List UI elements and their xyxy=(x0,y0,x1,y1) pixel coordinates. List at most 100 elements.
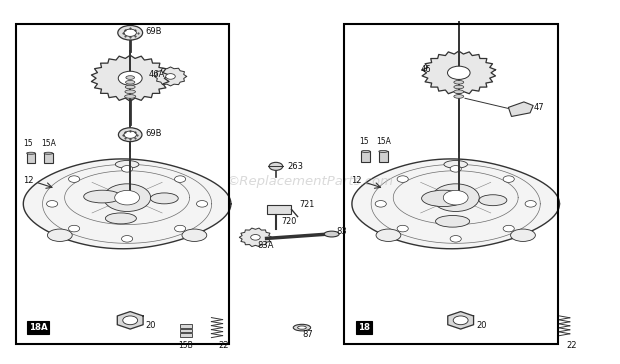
Circle shape xyxy=(250,234,260,240)
Bar xyxy=(180,329,192,332)
Circle shape xyxy=(450,236,461,242)
Circle shape xyxy=(46,201,58,207)
Text: 87: 87 xyxy=(302,330,312,339)
Circle shape xyxy=(124,131,136,138)
Circle shape xyxy=(115,190,140,205)
Text: 47: 47 xyxy=(533,103,544,112)
Ellipse shape xyxy=(454,80,464,84)
Circle shape xyxy=(397,225,409,232)
Text: 15B: 15B xyxy=(179,341,193,350)
Ellipse shape xyxy=(84,190,121,203)
Ellipse shape xyxy=(479,195,507,206)
Circle shape xyxy=(503,176,514,182)
Text: 22: 22 xyxy=(219,341,229,350)
Ellipse shape xyxy=(105,213,136,224)
Circle shape xyxy=(69,176,80,182)
Ellipse shape xyxy=(422,190,465,206)
Ellipse shape xyxy=(361,150,370,153)
Ellipse shape xyxy=(511,229,536,241)
Text: 15: 15 xyxy=(24,139,33,147)
Polygon shape xyxy=(117,312,143,329)
Ellipse shape xyxy=(454,90,464,94)
Circle shape xyxy=(450,166,461,172)
Ellipse shape xyxy=(444,161,467,168)
Circle shape xyxy=(122,166,133,172)
Circle shape xyxy=(69,225,80,232)
Text: 22: 22 xyxy=(566,341,577,350)
Text: 69B: 69B xyxy=(145,129,162,138)
Circle shape xyxy=(166,74,175,79)
Circle shape xyxy=(174,225,185,232)
Circle shape xyxy=(397,176,409,182)
Polygon shape xyxy=(508,102,533,116)
Ellipse shape xyxy=(125,95,136,98)
Ellipse shape xyxy=(151,193,179,204)
Circle shape xyxy=(174,176,185,182)
Text: 720: 720 xyxy=(281,217,297,226)
Text: 20: 20 xyxy=(476,321,487,329)
Bar xyxy=(344,24,558,344)
Ellipse shape xyxy=(298,326,306,329)
Circle shape xyxy=(197,201,208,207)
Bar xyxy=(379,151,388,162)
Circle shape xyxy=(443,190,468,205)
Bar xyxy=(361,151,370,162)
Text: 721: 721 xyxy=(299,200,315,209)
Text: 83: 83 xyxy=(336,228,347,236)
Polygon shape xyxy=(352,159,559,249)
Ellipse shape xyxy=(182,229,207,241)
Ellipse shape xyxy=(126,76,135,79)
Bar xyxy=(16,24,229,344)
Text: 69B: 69B xyxy=(146,27,162,36)
Circle shape xyxy=(118,71,142,85)
Text: 83A: 83A xyxy=(257,241,274,250)
Ellipse shape xyxy=(435,215,470,227)
Circle shape xyxy=(104,184,151,211)
Polygon shape xyxy=(24,159,231,249)
Bar xyxy=(27,153,35,163)
Ellipse shape xyxy=(454,85,464,89)
Ellipse shape xyxy=(293,324,311,331)
Ellipse shape xyxy=(47,229,72,241)
Ellipse shape xyxy=(27,152,35,154)
Circle shape xyxy=(375,201,386,207)
Text: ©ReplacementParts.com: ©ReplacementParts.com xyxy=(226,175,394,189)
Ellipse shape xyxy=(125,80,135,84)
Circle shape xyxy=(269,162,283,170)
Circle shape xyxy=(453,316,468,325)
Text: 12: 12 xyxy=(352,176,362,185)
Circle shape xyxy=(122,236,133,242)
Bar xyxy=(180,324,192,328)
Circle shape xyxy=(118,128,142,142)
Circle shape xyxy=(432,184,479,211)
Text: 12: 12 xyxy=(23,176,33,185)
Text: 46A: 46A xyxy=(149,70,165,79)
Text: 18: 18 xyxy=(358,323,370,332)
Ellipse shape xyxy=(324,231,339,237)
Text: 263: 263 xyxy=(287,162,303,171)
Circle shape xyxy=(123,316,138,325)
Text: 20: 20 xyxy=(146,321,156,329)
Polygon shape xyxy=(239,228,272,246)
Bar xyxy=(44,153,53,163)
Circle shape xyxy=(525,201,536,207)
Polygon shape xyxy=(422,51,495,95)
Ellipse shape xyxy=(376,229,401,241)
Bar xyxy=(180,333,192,337)
Text: 18A: 18A xyxy=(29,323,48,332)
Ellipse shape xyxy=(379,150,388,153)
Circle shape xyxy=(124,29,136,36)
Ellipse shape xyxy=(454,95,464,98)
Ellipse shape xyxy=(44,152,53,154)
Bar xyxy=(267,205,291,214)
Circle shape xyxy=(448,66,470,79)
Circle shape xyxy=(118,25,143,40)
Polygon shape xyxy=(448,312,474,329)
Polygon shape xyxy=(154,67,187,86)
Circle shape xyxy=(503,225,514,232)
Text: 15: 15 xyxy=(360,137,370,146)
Ellipse shape xyxy=(125,90,135,94)
Polygon shape xyxy=(91,55,169,101)
Ellipse shape xyxy=(125,85,135,89)
Text: 15A: 15A xyxy=(376,137,391,146)
